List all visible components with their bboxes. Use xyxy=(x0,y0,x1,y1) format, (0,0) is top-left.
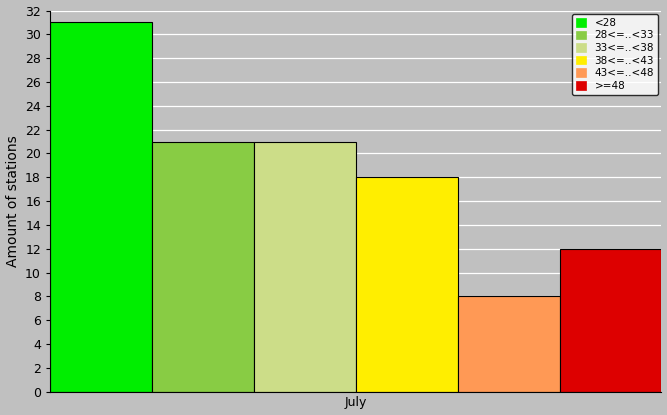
Bar xyxy=(50,22,152,392)
Bar xyxy=(356,177,458,392)
Y-axis label: Amount of stations: Amount of stations xyxy=(5,135,19,267)
Legend: <28, 28<=..<33, 33<=..<38, 38<=..<43, 43<=..<48, >=48: <28, 28<=..<33, 33<=..<38, 38<=..<43, 43… xyxy=(572,14,658,95)
Bar xyxy=(560,249,662,392)
Bar xyxy=(458,296,560,392)
Bar xyxy=(254,142,356,392)
Bar xyxy=(152,142,254,392)
